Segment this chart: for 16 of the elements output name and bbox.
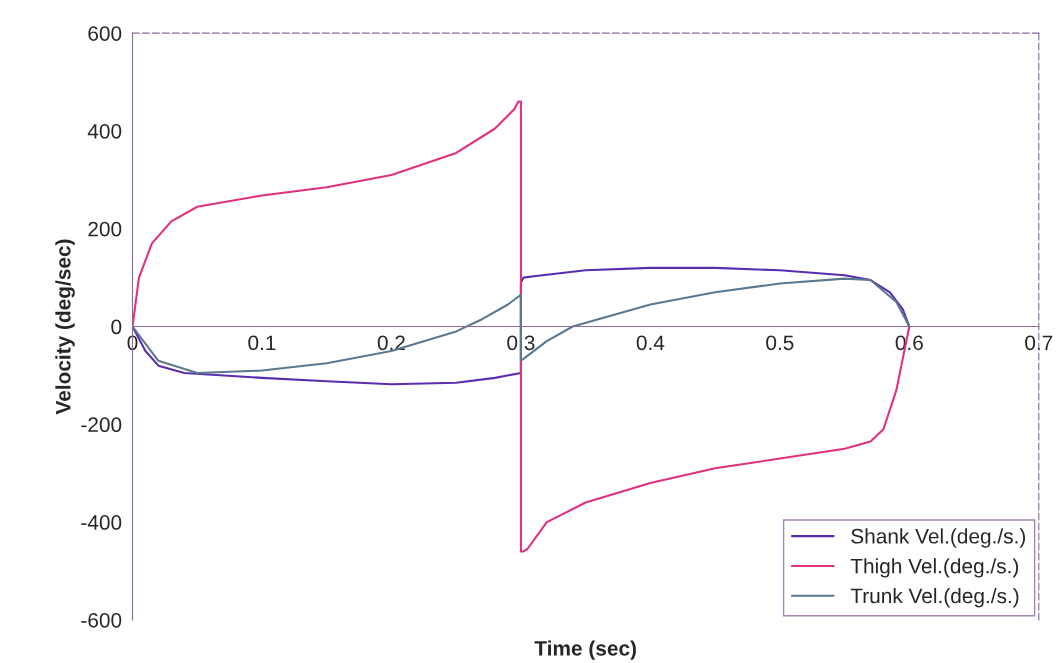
x-tick-label: 0.1 <box>248 335 276 351</box>
legend-label: Thigh Vel.(deg./s.) <box>850 558 1019 578</box>
y-tick-label: -200 <box>81 417 122 433</box>
x-axis-title: Time (sec) <box>534 640 636 660</box>
y-tick-label: 400 <box>87 123 122 139</box>
x-tick-label: 0.4 <box>636 335 665 351</box>
y-tick-label: 600 <box>88 26 122 41</box>
legend-label: Shank Vel.(deg./s.) <box>851 528 1026 548</box>
y-tick-label: -400 <box>81 515 122 530</box>
x-tick-label: 0.7 <box>1025 335 1053 351</box>
y-tick-label: 0 <box>111 319 122 335</box>
x-tick-label: 0.5 <box>766 335 794 351</box>
y-tick-label: -600 <box>81 612 122 628</box>
y-axis-title: Velocity (deg/sec) <box>55 239 75 415</box>
y-tick-label: 200 <box>88 221 122 237</box>
legend-label: Trunk Vel.(deg./s.) <box>850 587 1019 608</box>
